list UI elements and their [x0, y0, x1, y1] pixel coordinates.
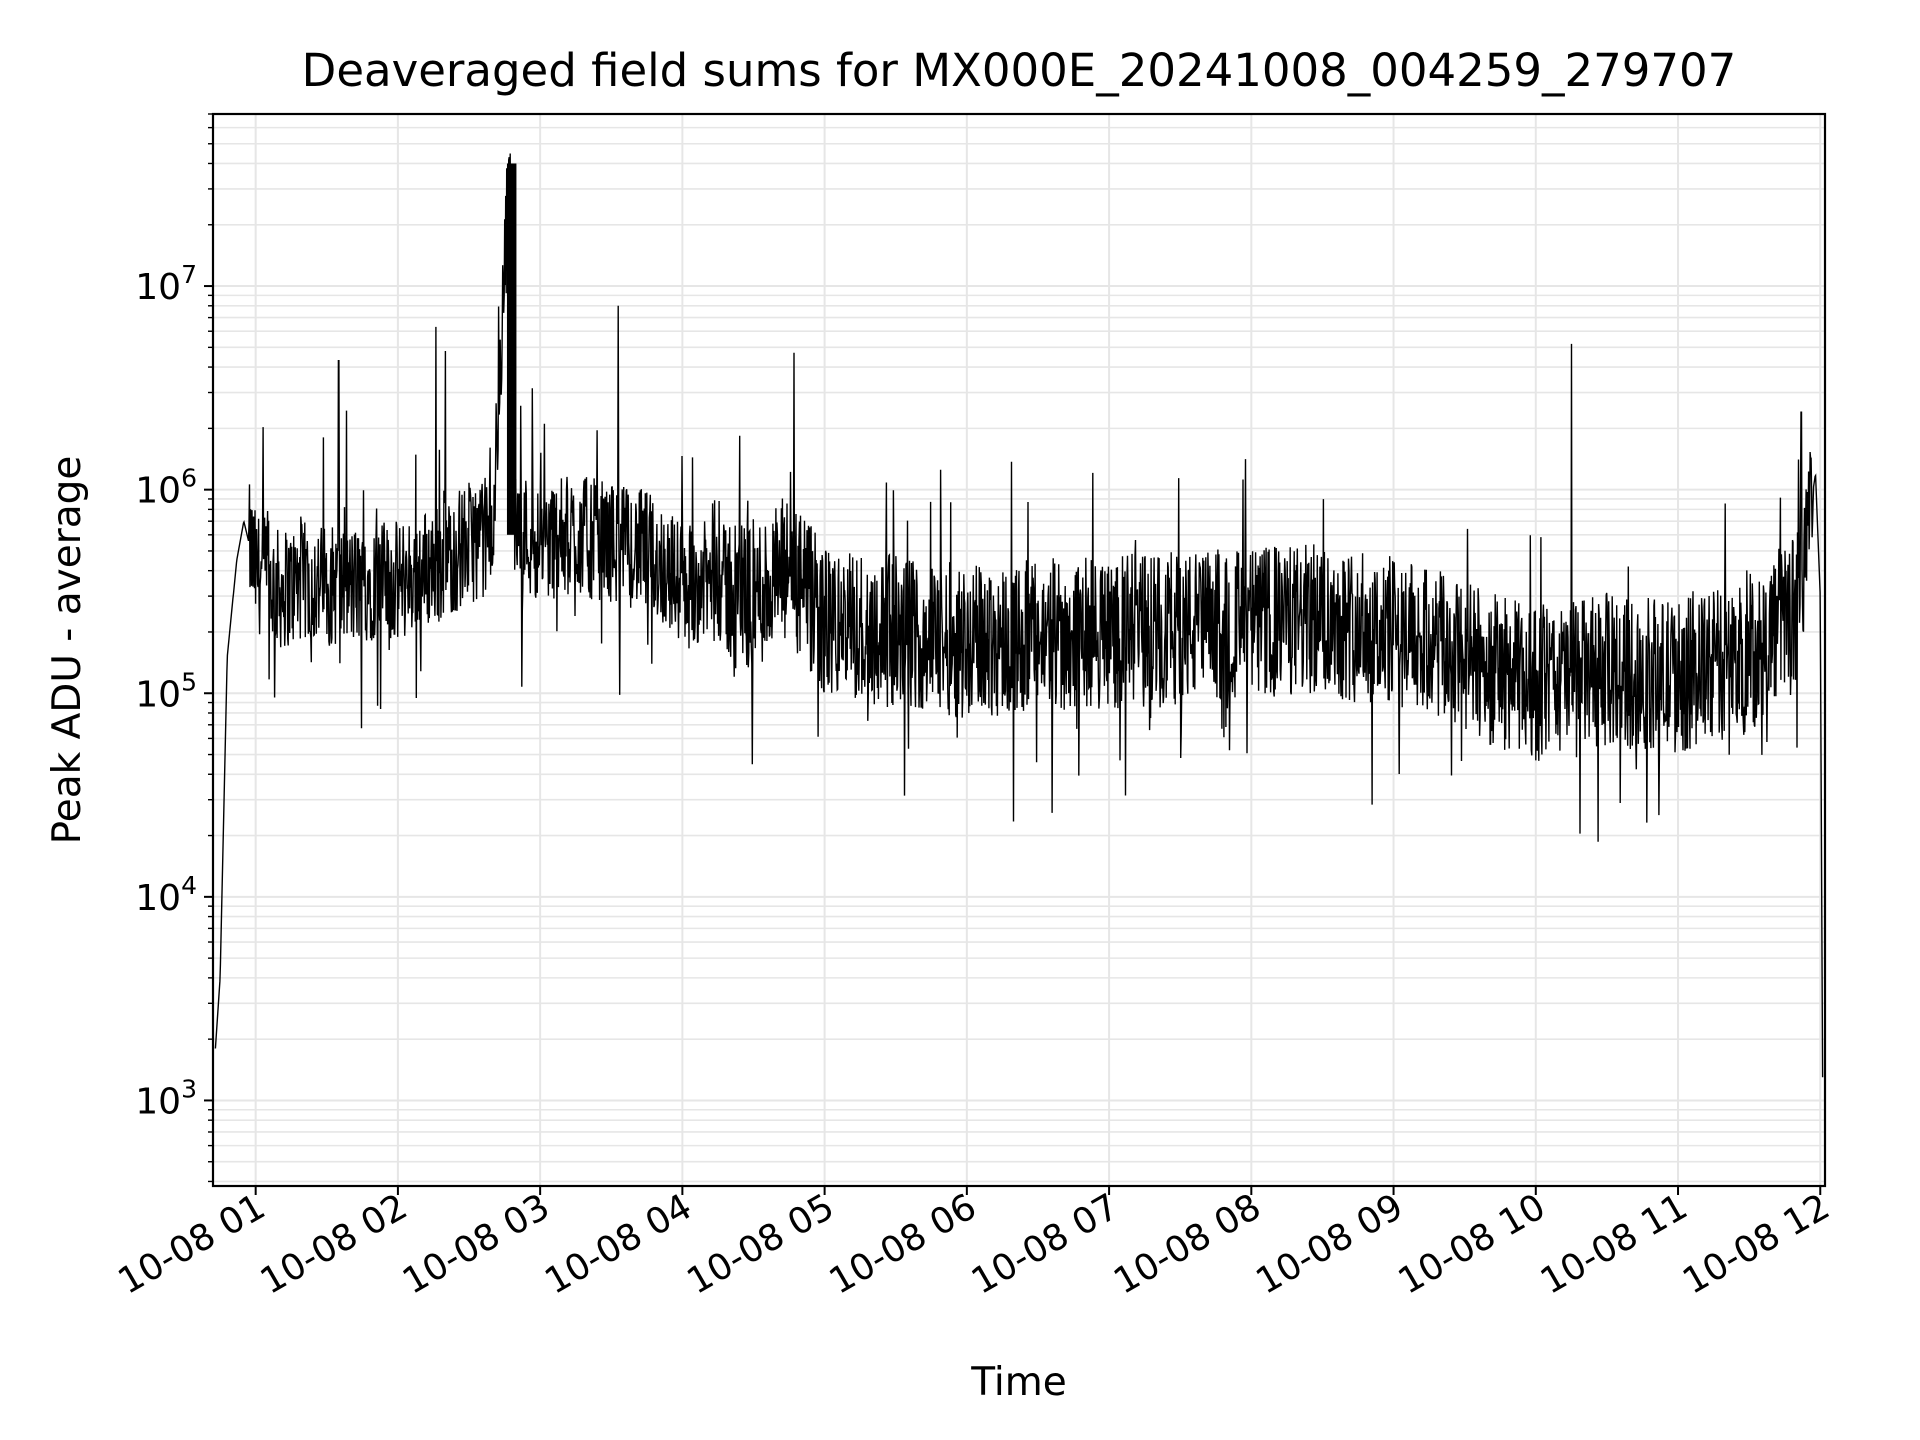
- plot-area: [214, 153, 1824, 1078]
- y-tick-label: 107: [135, 260, 197, 308]
- y-axis-label: Peak ADU - average: [45, 456, 90, 845]
- x-axis-label: Time: [970, 1360, 1066, 1405]
- series-line: [214, 153, 1824, 1078]
- y-tick-label: 103: [135, 1074, 197, 1122]
- y-tick-label: 104: [135, 871, 197, 919]
- saturation-spike-block: [506, 163, 517, 535]
- y-tick-label: 105: [135, 667, 197, 715]
- axes-frame: [211, 112, 1827, 1188]
- y-tick-label: 106: [135, 464, 197, 512]
- chart-title: Deaveraged field sums for MX000E_2024100…: [302, 44, 1737, 97]
